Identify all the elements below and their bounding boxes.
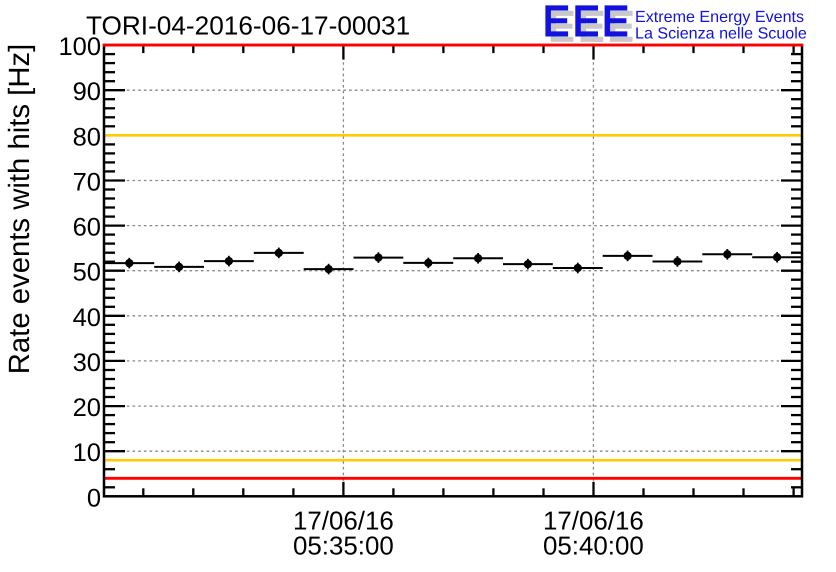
- svg-text:30: 30: [73, 349, 101, 377]
- svg-text:70: 70: [73, 169, 101, 197]
- svg-text:80: 80: [73, 123, 101, 151]
- svg-text:17/06/16: 17/06/16: [543, 507, 644, 535]
- svg-text:Rate events with hits [Hz]: Rate events with hits [Hz]: [3, 44, 36, 375]
- svg-text:60: 60: [73, 214, 101, 242]
- svg-text:0: 0: [87, 484, 101, 512]
- svg-text:05:40:00: 05:40:00: [543, 532, 644, 560]
- svg-text:La Scienza nelle Scuole: La Scienza nelle Scuole: [635, 25, 807, 43]
- svg-text:90: 90: [73, 78, 101, 106]
- svg-text:17/06/16: 17/06/16: [293, 507, 394, 535]
- svg-text:40: 40: [73, 304, 101, 332]
- svg-text:20: 20: [73, 394, 101, 422]
- svg-text:100: 100: [58, 33, 101, 61]
- svg-text:10: 10: [73, 439, 101, 467]
- svg-text:TORI-04-2016-06-17-00031: TORI-04-2016-06-17-00031: [86, 11, 410, 41]
- svg-text:50: 50: [73, 259, 101, 287]
- svg-text:05:35:00: 05:35:00: [293, 532, 394, 560]
- svg-text:Extreme Energy Events: Extreme Energy Events: [635, 8, 804, 26]
